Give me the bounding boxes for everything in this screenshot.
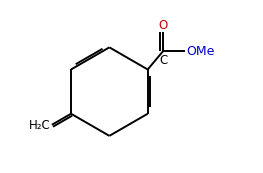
Text: OMe: OMe: [186, 45, 214, 58]
Text: O: O: [158, 19, 168, 32]
Text: H₂C: H₂C: [29, 119, 50, 132]
Text: C: C: [159, 54, 167, 67]
